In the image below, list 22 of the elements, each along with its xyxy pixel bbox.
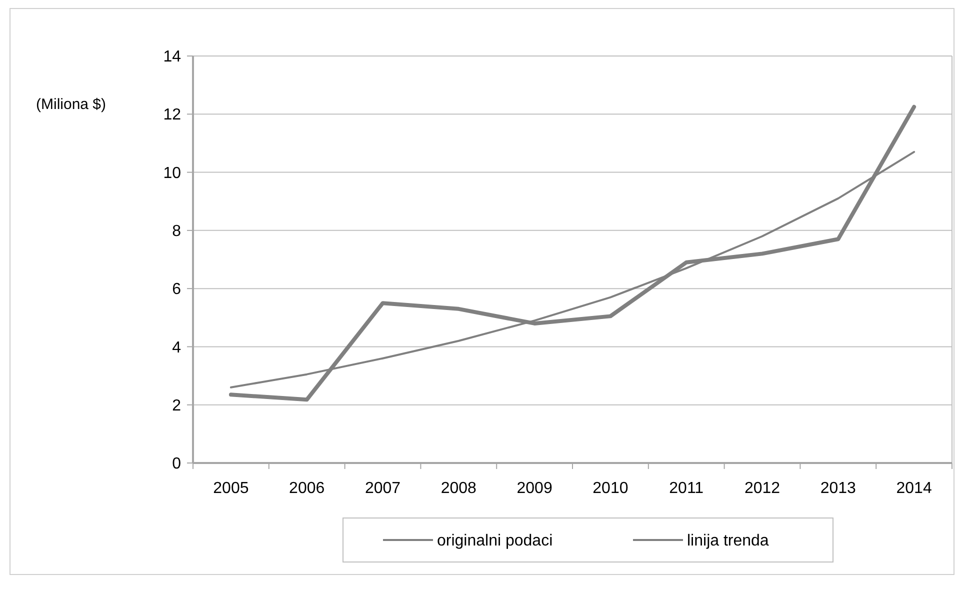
x-tick-label: 2006 [289, 480, 325, 497]
y-tick-label: 12 [163, 106, 182, 124]
y-tick-label: 14 [163, 48, 182, 66]
y-tick-label: 10 [163, 164, 182, 182]
y-tick-label: 6 [172, 281, 182, 298]
line-series [228, 104, 916, 402]
x-tick-label: 2008 [440, 480, 477, 497]
x-tick-label: 2011 [669, 480, 704, 497]
x-tick-label: 2009 [516, 480, 552, 497]
y-tick-label: 8 [172, 223, 182, 240]
y-axis-title: (Miliona $) [36, 96, 106, 113]
x-tick-label: 2010 [592, 480, 628, 497]
x-tick-label: 2007 [364, 480, 401, 497]
x-tick-label: 2014 [896, 480, 932, 497]
x-tick-label: 2013 [820, 480, 856, 497]
x-tick-label: 2012 [744, 480, 780, 497]
legend-label: originalni podaci [437, 532, 553, 550]
x-tick-label: 2005 [213, 480, 249, 497]
y-tick-label: 0 [172, 456, 182, 473]
y-tick-label: 4 [172, 339, 182, 356]
y-tick-label: 2 [172, 397, 182, 414]
legend-label: linija trenda [687, 532, 769, 550]
